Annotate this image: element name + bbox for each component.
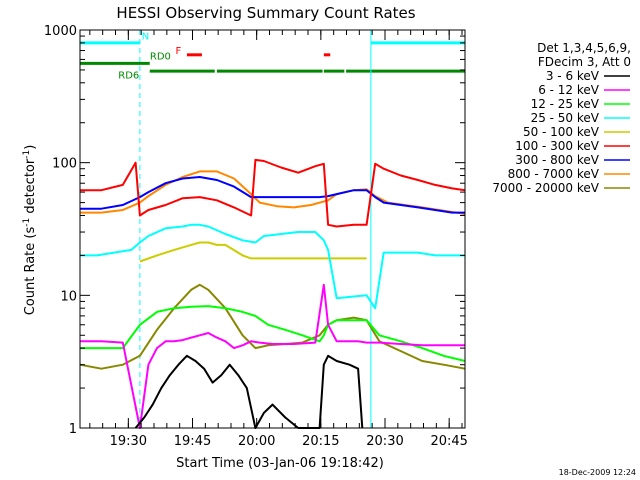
x-axis-label: Start Time (03-Jan-06 19:18:42) bbox=[176, 456, 384, 471]
legend-label: 300 - 800 keV bbox=[515, 153, 599, 167]
series-line-300-800-kev bbox=[80, 176, 465, 214]
series-line-7000-20000-kev bbox=[79, 283, 466, 370]
x-tick-label: 20:15 bbox=[302, 434, 339, 449]
x-tick-label: 20:45 bbox=[430, 434, 467, 449]
series-line-3-6-kev bbox=[134, 354, 364, 429]
series-line-6-12-kev bbox=[80, 283, 465, 429]
x-tick-label: 20:30 bbox=[366, 434, 403, 449]
legend-header-line-2: FDecim 3, Att 0 bbox=[538, 55, 631, 69]
instrument-state-bars bbox=[80, 41, 465, 73]
annotation-rd0: RD0 bbox=[150, 51, 171, 62]
x-tick-label: 19:45 bbox=[174, 434, 211, 449]
chart-title: HESSI Observing Summary Count Rates bbox=[116, 4, 415, 22]
night-boundary-markers bbox=[79, 30, 466, 428]
series-line-50-100-kev bbox=[139, 241, 367, 263]
series-lines bbox=[79, 158, 466, 429]
legend-label: 12 - 25 keV bbox=[531, 97, 600, 111]
annotation-rd6: RD6 bbox=[118, 71, 139, 82]
annotation-f: F bbox=[176, 46, 182, 57]
legend-label: 6 - 12 keV bbox=[538, 83, 600, 97]
series-line-25-50-kev bbox=[80, 223, 465, 310]
chart-legend: Det 1,3,4,5,6,9, FDecim 3, Att 0 3 - 6 k… bbox=[492, 41, 631, 195]
legend-label: 3 - 6 keV bbox=[546, 69, 600, 83]
state-annotations: N F RD0 RD6 bbox=[118, 31, 181, 81]
legend-label: 50 - 100 keV bbox=[523, 125, 600, 139]
y-tick-label: 100 bbox=[52, 157, 77, 172]
legend-label: 100 - 300 keV bbox=[515, 139, 599, 153]
annotation-n: N bbox=[142, 31, 149, 42]
y-tick-label: 1000 bbox=[44, 24, 77, 39]
axis-ticks: 1 10 100 1000 19:30 19:45 20:00 20:15 20:30 20:45 bbox=[44, 24, 468, 449]
legend-label: 7000 - 20000 keV bbox=[492, 181, 599, 195]
y-axis-label: Count Rate (s-1 detector-1) bbox=[22, 145, 38, 316]
x-tick-label: 20:00 bbox=[238, 434, 275, 449]
x-tick-label: 19:30 bbox=[110, 434, 147, 449]
plot-frame bbox=[79, 29, 466, 429]
legend-header-line-1: Det 1,3,4,5,6,9, bbox=[537, 41, 631, 55]
legend-label: 25 - 50 keV bbox=[531, 111, 600, 125]
series-line-100-300-kev bbox=[80, 158, 466, 228]
footer-timestamp: 18-Dec-2009 12:24 bbox=[559, 468, 636, 477]
y-tick-label: 10 bbox=[60, 289, 77, 304]
series-line-12-25-kev bbox=[80, 305, 466, 362]
legend-label: 800 - 7000 keV bbox=[508, 167, 600, 181]
y-tick-label: 1 bbox=[69, 422, 77, 437]
